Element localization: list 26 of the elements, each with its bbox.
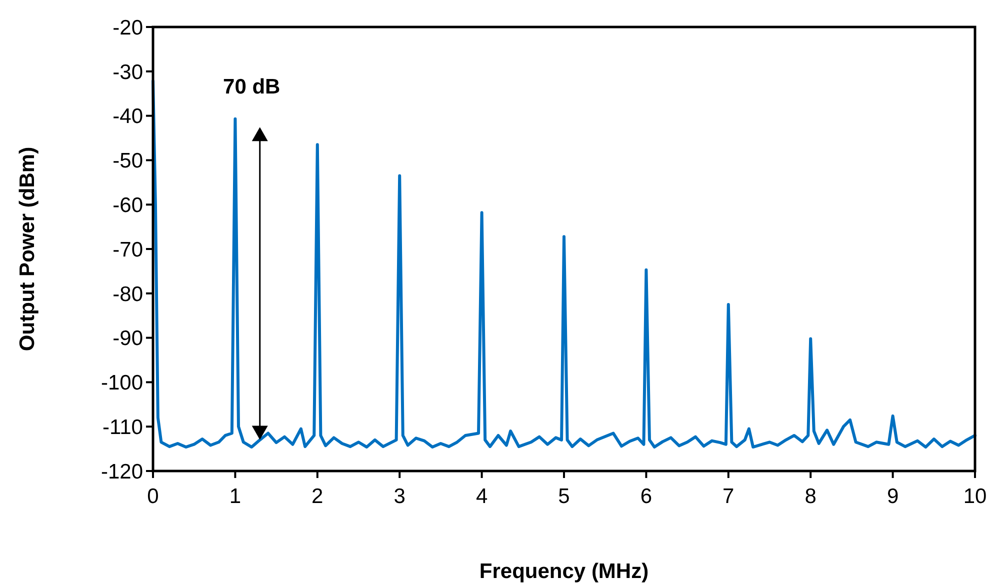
x-tick-label: 9 [886,485,899,508]
y-tick-label: -100 [100,372,143,395]
x-tick-label: 0 [147,485,159,508]
y-tick-label: -30 [112,60,143,84]
x-tick-label: 1 [229,485,242,508]
y-tick-label: -60 [112,194,143,217]
y-tick-label: -20 [112,16,143,40]
x-tick-label: 10 [963,485,987,508]
y-tick-label: -110 [102,416,143,439]
annotation: 70 dB [223,76,280,99]
x-tick-label: 2 [312,485,324,508]
x-tick-label: 7 [722,485,734,508]
x-tick-label: 5 [558,485,570,508]
y-tick-label: -80 [112,282,143,306]
x-tick-label: 3 [394,485,406,508]
x-tick-label: 4 [476,485,488,508]
y-tick-label: -90 [112,327,143,350]
y-axis-title: Output Power (dBm) [16,146,39,352]
y-tick-label: -50 [112,150,143,173]
y-tick-label: -70 [112,238,143,262]
y-tick-label: -40 [112,105,143,128]
x-tick-label: 8 [804,485,816,508]
line-series [152,80,976,449]
y-tick-label: -120 [100,460,143,484]
x-tick-label: 6 [640,485,652,508]
x-axis-title: Frequency (MHz) [479,560,649,583]
